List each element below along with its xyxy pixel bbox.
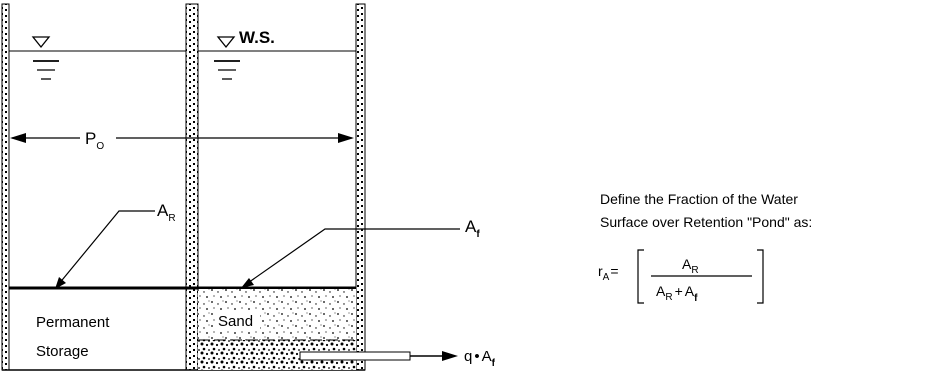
- water-surface-symbol-left: [31, 36, 59, 80]
- perimeter-label: PO: [85, 129, 104, 152]
- underdrain-pipe: [299, 351, 411, 361]
- filter-area-label: Af: [465, 217, 480, 240]
- svg-text:AR+Af: AR + Af: [656, 283, 698, 304]
- left-wall: [1, 3, 10, 371]
- divider-wall: [185, 3, 199, 371]
- outflow-label: q • Af: [464, 348, 496, 369]
- outflow-arrow: [410, 351, 458, 361]
- retention-area-label: AR: [157, 201, 176, 224]
- definition-line-1: Define the Fraction of the Water: [600, 191, 798, 207]
- svg-text:AR: AR: [682, 256, 699, 276]
- permanent-label: Permanent: [36, 314, 110, 331]
- sand-label-bg: [216, 312, 260, 330]
- storage-label: Storage: [36, 343, 89, 360]
- perimeter-dimension: [10, 133, 354, 143]
- retention-area-leader: [55, 210, 155, 289]
- definition-line-2: Surface over Retention "Pond" as:: [600, 214, 812, 230]
- sand-label: Sand: [218, 313, 253, 330]
- ratio-formula: rA= AR AR + Af: [598, 249, 764, 304]
- filter-area-leader: [241, 228, 460, 288]
- right-wall: [355, 3, 366, 371]
- ws-label: W.S.: [239, 28, 275, 47]
- svg-text:rA=: rA=: [598, 263, 619, 283]
- water-surface-symbol-right: [214, 36, 240, 80]
